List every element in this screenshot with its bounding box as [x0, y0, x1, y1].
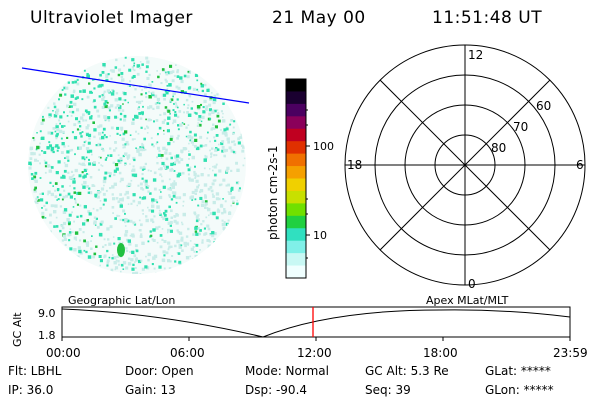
mlt-label-0: 0 [468, 277, 476, 291]
timeline-ytick-high: 9.0 [38, 307, 56, 320]
status-seq: Seq: 39 [365, 383, 411, 397]
colorbar-unit-label: photon cm-2s-1 [266, 146, 280, 241]
colorbar-block [286, 91, 306, 105]
altitude-timeline [61, 306, 571, 341]
colorbar-block [286, 203, 306, 217]
timeline-xtick-1200: 12:00 [297, 346, 332, 360]
timeline-xtick-2359: 23:59 [553, 346, 588, 360]
timeline-ytick-low: 1.8 [38, 329, 56, 342]
altitude-curve [61, 308, 571, 338]
colorbar-block [286, 228, 306, 242]
lat-label-70: 70 [513, 120, 528, 134]
status-glon: GLon: ***** [485, 383, 554, 397]
colorbar-block [286, 166, 306, 179]
observation-date: 21 May 00 [272, 8, 366, 28]
timeline-left-title: Geographic Lat/Lon [68, 294, 175, 307]
colorbar-block [286, 116, 306, 130]
lat-label-80: 80 [491, 141, 506, 155]
colorbar-block [286, 240, 306, 254]
status-gain: Gain: 13 [125, 383, 176, 397]
lat-label-60: 60 [536, 99, 551, 113]
status-mode: Mode: Normal [245, 364, 329, 378]
bright-emission-spot [117, 243, 125, 257]
mlt-label-12: 12 [468, 48, 483, 62]
observation-time: 11:51:48 UT [432, 8, 543, 28]
mlt-label-6: 6 [576, 158, 584, 172]
polar-grid [344, 44, 586, 286]
timeline-xtick-0000: 00:00 [46, 346, 81, 360]
colorbar-block [286, 190, 306, 204]
colorbar-label-10: 10 [313, 229, 327, 242]
status-door: Door: Open [125, 364, 194, 378]
colorbar-block [286, 253, 306, 267]
colorbar-block [286, 128, 306, 142]
color-bar [285, 78, 310, 279]
timeline-axis-title: GC Alt [11, 312, 24, 347]
instrument-title: Ultraviolet Imager [30, 8, 193, 28]
colorbar-block [286, 141, 306, 155]
colorbar-block [286, 103, 306, 117]
colorbar-block [286, 178, 306, 192]
status-ip: IP: 36.0 [8, 383, 54, 397]
status-glat: GLat: ***** [485, 364, 551, 378]
colorbar-label-100: 100 [313, 140, 334, 153]
timeline-right-title: Apex MLat/MLT [426, 294, 509, 307]
status-dsp: Dsp: -90.4 [245, 383, 308, 397]
colorbar-block [286, 79, 306, 92]
mlt-label-18: 18 [347, 158, 362, 172]
status-gc-alt: GC Alt: 5.3 Re [365, 364, 449, 378]
status-filter: Flt: LBHL [8, 364, 62, 378]
timeline-xtick-0600: 06:00 [170, 346, 205, 360]
uv-image-disk [28, 56, 246, 274]
terminator-line [21, 67, 250, 104]
timeline-xtick-1800: 18:00 [423, 346, 458, 360]
colorbar-block [286, 153, 306, 167]
colorbar-block [286, 215, 306, 229]
colorbar-block [286, 265, 306, 279]
